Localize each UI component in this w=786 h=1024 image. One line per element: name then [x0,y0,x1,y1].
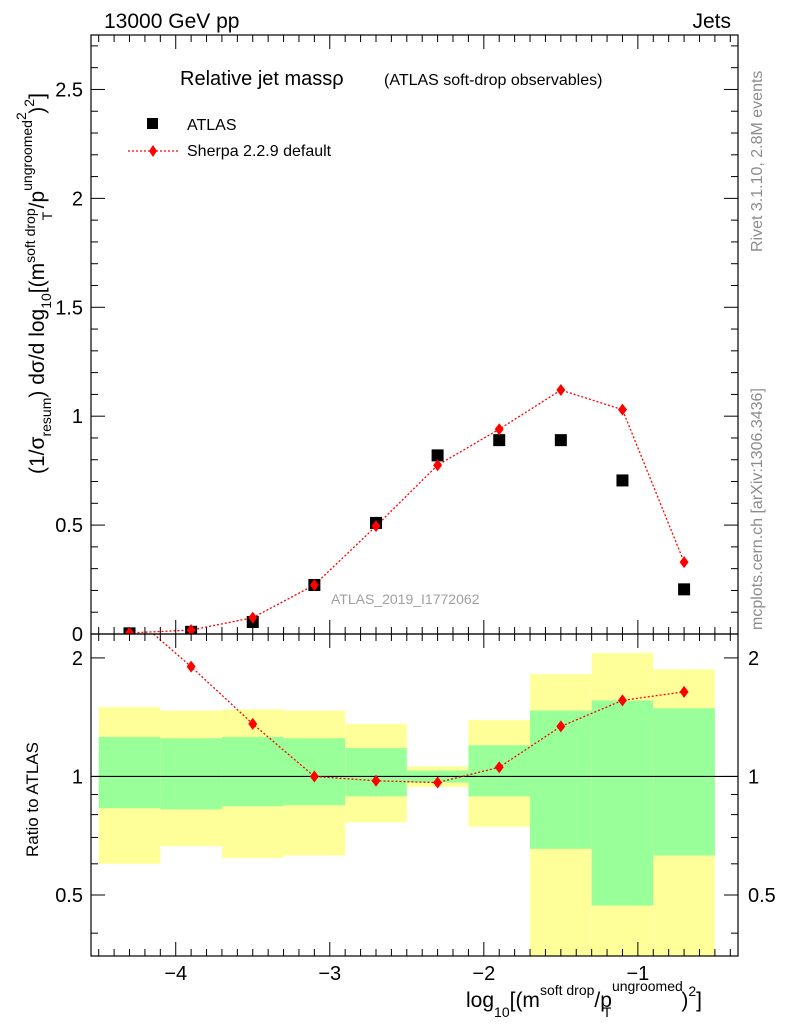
main-axis-ticks [91,35,738,635]
ratio-sherpa-point [433,776,443,789]
ratio-sherpa-point [617,694,627,707]
main-y-tick-label: 1 [72,406,83,428]
ratio-sherpa-point [309,770,319,783]
legend-sherpa-label: Sherpa 2.2.9 default [187,143,332,160]
analysis-tag: ATLAS_2019_I1772062 [331,591,480,607]
sherpa-data-point [556,384,566,397]
ratio-sherpa-point [679,685,689,698]
ratio-inner-band [591,700,654,906]
ratio-sherpa-point [556,720,566,733]
ratio-y-tick-label: 2 [72,648,83,670]
ratio-y-tick-label-right: 2 [748,648,759,670]
ratio-plot-frame [90,633,739,957]
sherpa-data-point [125,626,135,634]
x-tick-label: −2 [472,963,495,985]
legend-sherpa-marker [149,145,157,157]
ratio-inner-band [160,738,222,810]
x-axis-label: log10[(msoft drop/pungroomed T)2] [466,978,702,1020]
ratio-inner-band [221,736,284,807]
atlas-data-point [554,434,567,447]
ratio-y-tick-labels: 0.5 0.5 1 1 2 2 [55,648,776,907]
x-tick-labels: −4 −3 −2 −1 [164,963,649,985]
ratio-sherpa-point [494,761,504,774]
ratio-y-tick-label: 0.5 [55,885,83,907]
sherpa-data-point [617,403,627,416]
main-y-tick-label: 0.5 [55,515,83,537]
mcplots-reference-text: mcplots.cern.ch [arXiv:1306.3436] [749,388,766,630]
ratio-inner-band [653,708,715,856]
sherpa-data-point [679,556,689,569]
legend: ATLAS Sherpa 2.2.9 default [128,117,332,160]
main-y-tick-label: 2.5 [55,79,83,101]
main-plot-panel: 0 0.5 1 1.5 2 2.5 Relative jet massρ (ATLAS s… [13,34,739,646]
ratio-inner-band [530,710,592,849]
ratio-plot-panel: 0.5 0.5 1 1 2 2 −4 −3 −2 −1 Ratio to ATLAS log10… [23,607,776,1020]
ratio-sherpa-point [186,660,196,673]
main-y-tick-labels: 0 0.5 1 1.5 2 2.5 [55,79,83,646]
atlas-data-point [493,434,506,447]
chart-title: Relative jet massρ [180,68,344,90]
x-tick-label: −3 [318,963,341,985]
ratio-sherpa-point [248,717,258,730]
ratio-inner-band [98,736,161,809]
ratio-y-tick-label-right: 0.5 [748,885,776,907]
atlas-data-point [431,449,444,462]
sherpa-line [129,389,685,634]
legend-atlas-label: ATLAS [187,117,237,134]
atlas-data-point [616,474,629,487]
main-y-tick-label: 2 [72,188,83,210]
main-y-tick-label: 0 [72,624,83,646]
main-y-axis-label: (1/σresum) dσ/d log10[(msoft drop/pungro… [13,93,55,474]
ratio-inner-band [345,748,407,797]
ratio-y-axis-label: Ratio to ATLAS [23,742,42,857]
ratio-sherpa-point [371,774,381,787]
x-tick-label: −1 [626,963,649,985]
sherpa-data-point [433,459,443,472]
header-left: 13000 GeV pp [104,10,239,33]
ratio-uncertainty-bands [98,652,715,956]
main-data-layer [123,384,691,634]
ratio-sherpa-point [125,607,134,619]
sherpa-data-point [309,578,319,591]
sherpa-data-point [494,423,504,436]
ratio-y-tick-label: 1 [72,766,83,788]
ratio-sherpa-line [152,634,685,784]
rivet-version-text: Rivet 3.1.10, 2.8M events [749,71,766,252]
ratio-y-tick-label-right: 1 [748,766,759,788]
ratio-axis-ticks [91,634,738,956]
header-right: Jets [692,10,731,33]
legend-atlas-marker [147,118,158,129]
sherpa-data-point [248,611,258,624]
x-tick-label: −4 [164,963,187,985]
atlas-data-point [678,583,691,596]
sherpa-data-point [371,520,381,533]
sherpa-data-point [186,624,196,634]
ratio-data-layer [91,607,738,789]
chart-subtitle: (ATLAS soft-drop observables) [384,72,602,89]
main-y-tick-label: 1.5 [55,297,83,319]
